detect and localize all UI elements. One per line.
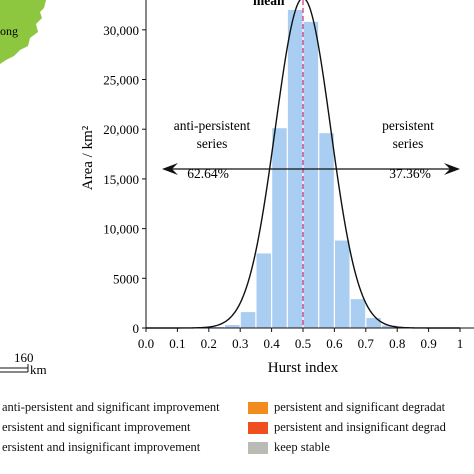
anti-persistent-label: anti-persistent [174,118,251,133]
legend-swatch-4 [0,442,10,454]
y-tick-label: 5000 [113,271,139,286]
y-tick-label: 10,000 [103,222,139,237]
axes [142,0,474,332]
histogram-bar-11 [382,325,397,328]
legend-swatch-0 [0,402,10,414]
x-tick-label: 0.0 [138,336,154,351]
y-tick-label: 15,000 [103,172,139,187]
histogram-chart: mean 0.0 0.1 0.2 0.3 0.4 0.5 0.6 0.7 0.8 0.9 1 0 50… [80,0,474,376]
x-tick-label: 0.8 [389,336,405,351]
legend-item-0: anti-persistent and significant improvem… [2,400,220,414]
y-axis-label: Area / km² [80,125,96,190]
map-scale-number: 160 [14,350,34,365]
x-tick-label: 1 [457,336,464,351]
legend-swatch-5 [248,442,268,454]
map-region [0,0,46,64]
histogram-bars [209,9,397,329]
mean-label: mean [253,0,285,8]
histogram-bar-3 [256,253,271,328]
y-tick-label: 30,000 [103,23,139,38]
legend-item-4: ersistent and insignificant improvement [2,440,201,454]
histogram-bar-9 [350,299,366,328]
histogram-bar-10 [366,318,381,328]
legend-item-2: ersistent and significant improvement [2,420,191,434]
y-tick-label: 25,000 [103,73,139,88]
x-axis-label: Hurst index [268,360,339,376]
x-tick-label: 0.9 [420,336,436,351]
legend-item-1: persistent and significant degradat [274,400,446,414]
y-tick-labels: 0 5000 10,000 15,000 20,000 25,000 30,000 [103,23,139,336]
legend-item-3: persistent and insignificant degrad [274,420,446,434]
x-tick-label: 0.3 [232,336,248,351]
map-fragment: ong 160 km [0,0,47,377]
persistent-series-label: series [393,136,424,151]
map-scale-unit: km [30,362,47,377]
x-tick-label: 0.6 [326,336,343,351]
legend-swatch-3 [248,422,268,434]
right-arrow-head [444,162,460,175]
anti-persistent-percent: 62.64% [187,166,229,181]
y-tick-label: 20,000 [103,122,139,137]
histogram-bar-7 [319,133,334,328]
x-tick-label: 0.7 [358,336,375,351]
y-tick-label: 0 [133,321,140,336]
histogram-bar-1 [225,325,240,328]
persistent-percent: 37.36% [389,166,431,181]
map-place-label: ong [0,24,18,38]
x-tick-labels: 0.0 0.1 0.2 0.3 0.4 0.5 0.6 0.7 0.8 0.9 1 [138,336,463,351]
histogram-bar-2 [240,312,256,328]
legend-swatch-2 [0,422,10,434]
legend-swatch-1 [248,402,268,414]
histogram-bar-4 [272,128,287,328]
histogram-bar-8 [335,240,350,328]
x-tick-label: 0.4 [263,336,280,351]
x-tick-label: 0.5 [295,336,311,351]
x-tick-label: 0.2 [201,336,217,351]
legend-item-5: keep stable [274,440,330,454]
anti-persistent-series-label: series [197,136,228,151]
histogram-bar-6 [303,21,319,328]
map-scale-bar [0,364,29,373]
left-arrow-head [162,162,178,175]
x-tick-label: 0.1 [169,336,185,351]
persistent-label: persistent [382,118,434,133]
series-arrows [162,162,460,175]
